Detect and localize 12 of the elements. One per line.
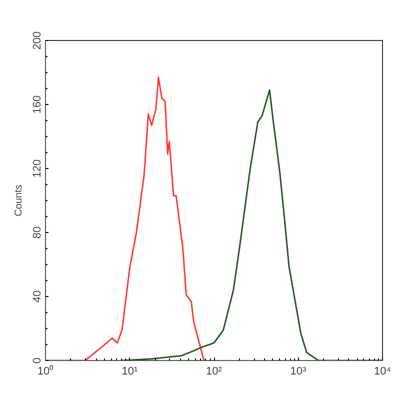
y-tick-label: 0 xyxy=(32,357,44,364)
x-tick-label: 10⁴ xyxy=(374,366,392,378)
x-tick-label: 10¹ xyxy=(122,366,138,378)
y-axis-title: Counts xyxy=(14,184,24,216)
y-tick-label: 120 xyxy=(32,159,44,178)
y-tick-label: 160 xyxy=(32,95,44,114)
x-tick-label: 10² xyxy=(206,366,222,378)
y-tick-label: 80 xyxy=(32,226,44,239)
y-tick-label: 200 xyxy=(32,31,44,50)
y-tick-label: 40 xyxy=(32,290,44,303)
x-tick-label: 10⁰ xyxy=(37,364,54,378)
x-tick-label: 10³ xyxy=(290,366,307,378)
